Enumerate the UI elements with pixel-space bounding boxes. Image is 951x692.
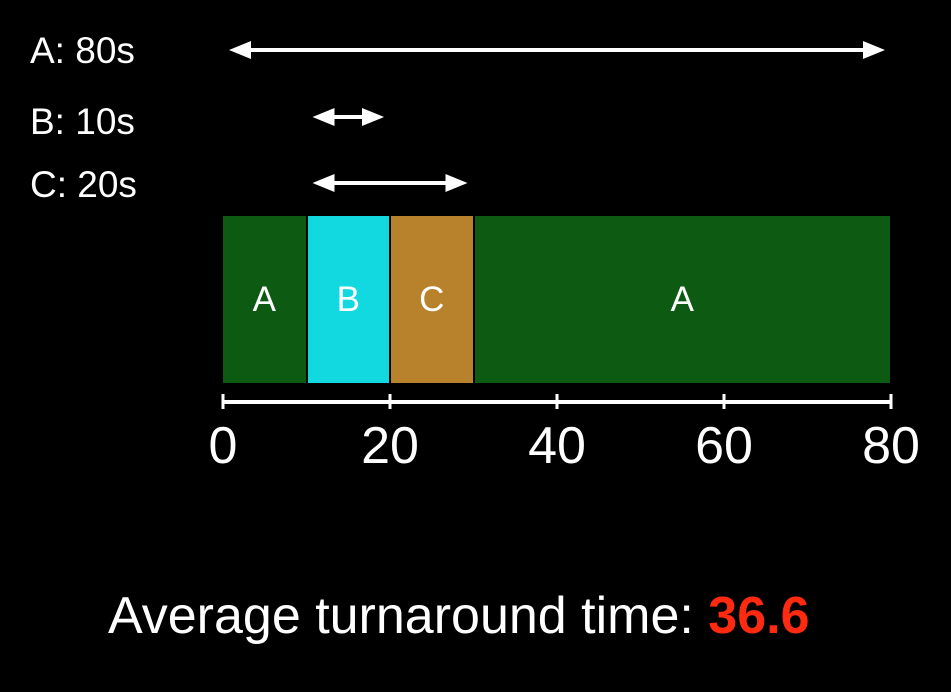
tick-label-20: 20 (361, 417, 419, 475)
job-c-label: C: 20s (30, 164, 137, 205)
job-b-label: B: 10s (30, 101, 135, 142)
average-turnaround: Average turnaround time: 36.6 (108, 590, 810, 642)
segment-label: C (419, 279, 445, 319)
tick-label-40: 40 (528, 417, 586, 475)
job-a-label: A: 80s (30, 30, 135, 71)
job-b-arrow (312, 108, 384, 126)
average-turnaround-label: Average turnaround time: (108, 587, 709, 645)
tick-label-0: 0 (208, 417, 238, 475)
job-c-arrow (312, 174, 468, 192)
segment-c-2: C (391, 216, 473, 383)
tick-label-80: 80 (862, 417, 920, 475)
segment-a-3: A (474, 216, 890, 383)
segment-label: A (670, 279, 694, 319)
tick-label-60: 60 (695, 417, 753, 475)
segment-label: A (252, 279, 276, 319)
segment-a-0: A (223, 216, 306, 383)
average-turnaround-value: 36.6 (708, 587, 810, 645)
job-a-arrow (229, 41, 885, 59)
segment-b-1: B (307, 216, 389, 383)
segment-label: B (336, 279, 360, 319)
